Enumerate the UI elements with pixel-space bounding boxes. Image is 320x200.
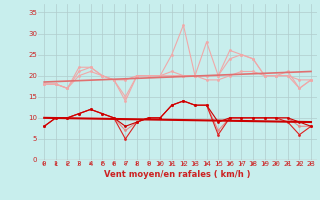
X-axis label: Vent moyen/en rafales ( km/h ): Vent moyen/en rafales ( km/h ) — [104, 170, 251, 179]
